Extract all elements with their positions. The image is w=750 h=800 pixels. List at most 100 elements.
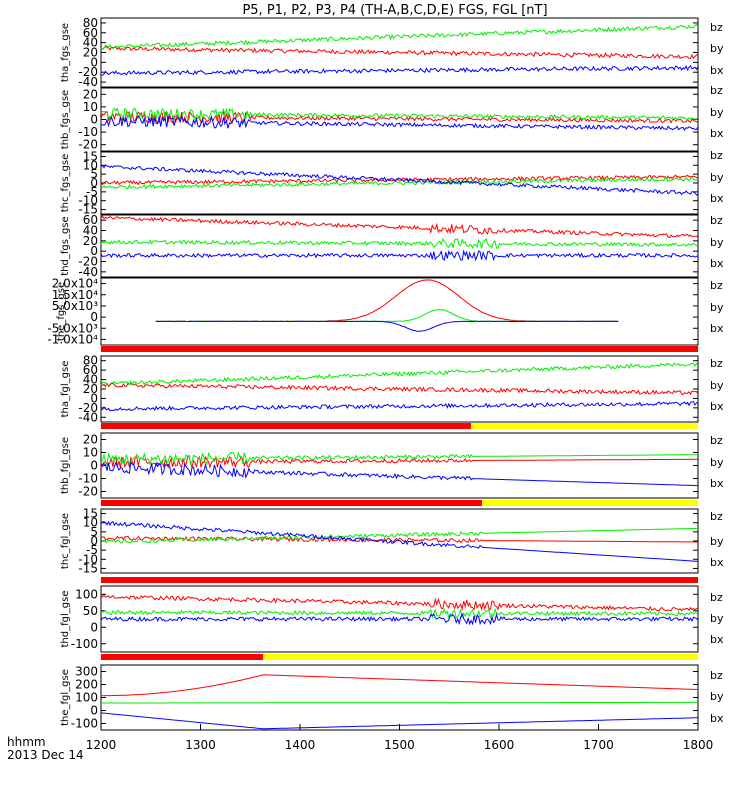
status-bar-segment-red: [101, 500, 483, 506]
y-tick-label: -40: [78, 265, 98, 279]
series-bx-line: [100, 460, 698, 487]
y-axis-label: thb_fgs_gse: [60, 90, 71, 149]
legend-by: by: [710, 690, 724, 703]
y-tick-label: 5: [90, 525, 98, 539]
legend-by: by: [710, 612, 724, 625]
y-tick-label: -20: [78, 65, 98, 79]
series-by-line: [100, 107, 699, 122]
status-bars: [101, 346, 698, 660]
y-axis-label: thc_fgs_gse: [60, 154, 71, 213]
legend-bx: bx: [710, 477, 724, 490]
panel-frame: [100, 277, 699, 346]
legend-bz: bz: [710, 510, 723, 523]
y-tick-label: -10: [78, 552, 98, 566]
legend-bz: bz: [710, 279, 723, 292]
series-by-line: [101, 701, 698, 704]
y-tick-label: 5.0x10³: [52, 299, 98, 313]
legend-bz: bz: [710, 434, 723, 447]
y-tick-label: -100: [71, 717, 98, 731]
series-bx-line: [100, 164, 699, 196]
legend-bx: bx: [710, 556, 724, 569]
legend-by: by: [710, 535, 724, 548]
y-tick-label: 10: [83, 100, 98, 114]
y-axis-label: thd_fgs_gse: [60, 216, 71, 275]
y-tick-label: -40: [78, 75, 98, 89]
chart-title: P5, P1, P2, P3, P4 (TH-A,B,C,D,E) FGS, F…: [242, 3, 547, 18]
series-bx-line: [100, 114, 699, 131]
x-tick-label: 1300: [185, 738, 216, 752]
y-tick-label: -15: [78, 561, 98, 575]
legend-bx: bx: [710, 633, 724, 646]
y-tick-label: -1.0x10⁴: [47, 332, 98, 346]
y-tick-label: 20: [83, 234, 98, 248]
legend-bz: bz: [710, 669, 723, 682]
y-tick-label: -10: [78, 125, 98, 139]
y-tick-label: -20: [78, 138, 98, 152]
series-bz-line: [101, 674, 698, 697]
panel-thd-fgl-gse: -100 0 50 100 thd_fgl_gse bz by bx: [60, 585, 724, 653]
y-tick-label: -20: [78, 255, 98, 269]
y-tick-label: 10: [83, 158, 98, 172]
y-tick-label: 0: [90, 244, 98, 258]
y-tick-label: 20: [83, 87, 98, 101]
y-tick-label: -5: [86, 543, 98, 557]
series-bz-line: [155, 279, 619, 323]
series-by-line: [100, 607, 699, 620]
y-tick-label: -40: [78, 410, 98, 424]
y-tick-label: 15: [83, 149, 98, 163]
series-by-line: [100, 237, 699, 250]
y-tick-label: 60: [83, 363, 98, 377]
panel-frame: [100, 432, 699, 499]
panel-frame: [100, 355, 699, 423]
status-bar-segment-yellow: [471, 423, 698, 429]
status-bar-segment-red: [101, 654, 264, 660]
legend-bx: bx: [710, 400, 724, 413]
y-tick-label: 0: [90, 176, 98, 190]
y-tick-label: 40: [83, 36, 98, 50]
series-bz-line: [100, 455, 698, 470]
y-tick-label: -15: [78, 203, 98, 217]
x-tick-label: 1600: [484, 738, 515, 752]
y-axis-label: tha_fgl_gse: [60, 361, 71, 418]
panel-the-fgs-gse: -1.0x10⁴-5.0x10³05.0x10³1.5x10⁴2.0x10⁴th…: [47, 277, 724, 347]
y-tick-label: 40: [83, 373, 98, 387]
legend-by: by: [710, 42, 724, 55]
panel-frame: [100, 585, 699, 653]
series-by-line: [100, 23, 699, 50]
y-tick-label: -5.0x10³: [47, 321, 98, 335]
x-tick-label: 1700: [583, 738, 614, 752]
y-tick-label: 100: [75, 587, 98, 601]
series-bz-line: [100, 214, 699, 239]
status-bar-segment-red: [101, 577, 698, 583]
legend-bx: bx: [710, 64, 724, 77]
y-tick-label: 50: [83, 604, 98, 618]
y-tick-label: 20: [83, 433, 98, 447]
legend-by: by: [710, 301, 724, 314]
y-tick-label: 0: [90, 310, 98, 324]
series-bx-line: [155, 320, 619, 332]
series-by-line: [100, 527, 698, 544]
y-tick-label: 0: [90, 55, 98, 69]
legend-by: by: [710, 106, 724, 119]
legend-bx: bx: [710, 257, 724, 270]
status-bar-segment-yellow: [482, 500, 698, 506]
legend-bx: bx: [710, 192, 724, 205]
legend-by: by: [710, 171, 724, 184]
series-bx-line: [100, 520, 699, 562]
y-tick-label: 5: [90, 167, 98, 181]
x-tick-label: 1800: [683, 738, 714, 752]
legend-bx: bx: [710, 322, 724, 335]
y-tick-label: 80: [83, 354, 98, 368]
x-tick-label: 1500: [384, 738, 415, 752]
y-tick-label: 0: [90, 459, 98, 473]
series-bz-line: [100, 535, 698, 543]
y-tick-label: 0: [90, 534, 98, 548]
legend-by: by: [710, 236, 724, 249]
series-by-line: [100, 362, 699, 387]
